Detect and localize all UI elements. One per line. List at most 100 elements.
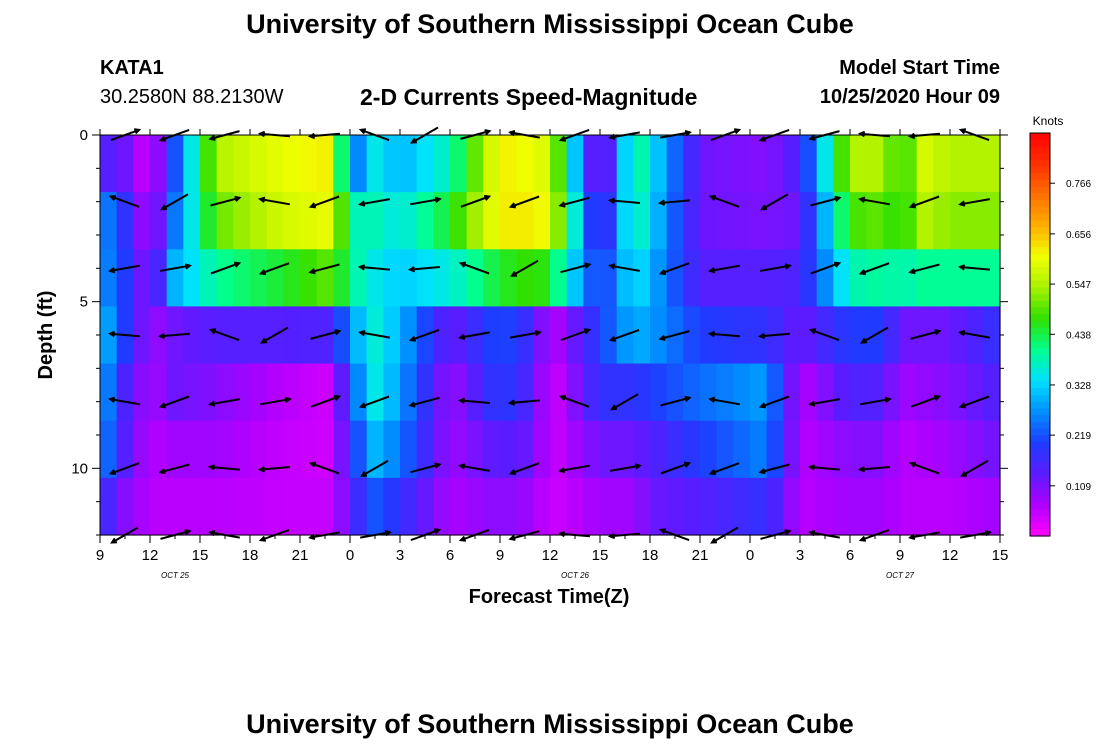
heatmap-cell bbox=[733, 477, 751, 536]
station-location: 30.2580N 88.2130W bbox=[100, 86, 284, 108]
heatmap-cell bbox=[116, 249, 134, 308]
current-vector-arrowhead bbox=[358, 402, 367, 409]
heatmap-cell bbox=[833, 192, 851, 250]
heatmap-cell bbox=[550, 363, 568, 422]
current-vector-arrow bbox=[761, 193, 789, 211]
current-vector-arrowhead bbox=[708, 396, 716, 403]
heatmap-cell bbox=[750, 306, 768, 365]
heatmap-cell bbox=[250, 192, 268, 250]
current-vector-arrow bbox=[210, 328, 240, 342]
current-vector-arrow bbox=[660, 396, 690, 407]
x-tick-label: 21 bbox=[292, 547, 309, 564]
heatmap-cell bbox=[383, 135, 401, 193]
heatmap-cell bbox=[850, 135, 868, 193]
heatmap-cell bbox=[550, 477, 568, 536]
colorbar-segment bbox=[1030, 515, 1050, 524]
colorbar-segment bbox=[1030, 421, 1050, 430]
heatmap-cell bbox=[583, 135, 601, 193]
heatmap-cell bbox=[150, 192, 168, 250]
current-vector-arrow bbox=[760, 463, 790, 474]
colorbar-segment bbox=[1030, 260, 1050, 268]
heatmap-cell bbox=[266, 477, 284, 536]
current-vector-arrowhead bbox=[757, 332, 766, 340]
heatmap-cell bbox=[266, 192, 284, 250]
colorbar-segment bbox=[1030, 374, 1050, 383]
current-vector-arrowhead bbox=[607, 197, 616, 204]
heatmap-cell bbox=[100, 420, 118, 479]
colorbar-segment bbox=[1030, 428, 1050, 436]
heatmap-cell bbox=[150, 249, 168, 308]
heatmap-cell bbox=[883, 306, 901, 365]
current-vector-arrow bbox=[660, 262, 690, 275]
heatmap-cell bbox=[650, 135, 668, 193]
current-vector-arrowhead bbox=[758, 402, 767, 409]
heatmap-cell bbox=[450, 135, 468, 193]
heatmap-cell bbox=[316, 363, 334, 422]
heatmap-cell bbox=[616, 477, 634, 536]
current-vector-arrowhead bbox=[808, 134, 816, 141]
heatmap-cell bbox=[133, 363, 151, 422]
current-vector-arrowhead bbox=[908, 268, 916, 275]
colorbar-tick-label: 0.438 bbox=[1066, 330, 1091, 341]
heatmap-cell bbox=[833, 306, 851, 365]
colorbar-segment bbox=[1030, 314, 1050, 322]
heatmap-cell bbox=[250, 249, 268, 308]
colorbar-segment bbox=[1030, 388, 1050, 396]
heatmap-cell bbox=[216, 249, 234, 308]
current-vector-arrowhead bbox=[433, 528, 442, 535]
current-vector-arrow bbox=[910, 330, 940, 340]
current-vector-arrowhead bbox=[184, 263, 192, 270]
heatmap-cell bbox=[883, 420, 901, 479]
current-vector-arrow bbox=[160, 332, 190, 338]
heatmap-cell bbox=[300, 192, 318, 250]
current-vector-arrowhead bbox=[708, 267, 716, 274]
heatmap-cell bbox=[233, 363, 251, 422]
colorbar-segment bbox=[1030, 347, 1050, 356]
heatmap-cell bbox=[183, 135, 201, 193]
current-vector-arrowhead bbox=[758, 135, 767, 142]
heatmap-cell bbox=[483, 192, 501, 250]
heatmap-cell bbox=[866, 249, 884, 308]
colorbar-segment bbox=[1030, 361, 1050, 369]
heatmap-cell bbox=[483, 306, 501, 365]
current-vector-arrow bbox=[710, 332, 740, 338]
heatmap-cell bbox=[916, 420, 934, 479]
heatmap-cell bbox=[733, 306, 751, 365]
current-vector-arrow bbox=[610, 328, 640, 342]
current-vector-arrowhead bbox=[207, 464, 216, 471]
heatmap-cell bbox=[466, 135, 484, 193]
heatmap-cells bbox=[100, 135, 1001, 536]
heatmap-cell bbox=[250, 477, 268, 536]
heatmap-cell bbox=[216, 192, 234, 250]
current-vector-arrowhead bbox=[108, 194, 117, 201]
heatmap-cell bbox=[466, 363, 484, 422]
current-vector-arrowhead bbox=[457, 397, 466, 404]
x-tick-label: 9 bbox=[896, 547, 904, 564]
heatmap-cell bbox=[400, 135, 418, 193]
heatmap-cell bbox=[333, 135, 351, 193]
colorbar-segment bbox=[1030, 227, 1050, 235]
current-vector-arrowhead bbox=[957, 264, 966, 271]
current-vector-arrowhead bbox=[658, 528, 667, 535]
heatmap-cell bbox=[983, 135, 1001, 193]
heatmap-cell bbox=[116, 363, 134, 422]
heatmap-cell bbox=[900, 420, 918, 479]
colorbar-segment bbox=[1030, 233, 1050, 242]
heatmap-cell bbox=[116, 477, 134, 536]
current-vector-arrow bbox=[360, 331, 390, 339]
heatmap-cell bbox=[216, 420, 234, 479]
current-vector-arrowhead bbox=[608, 335, 617, 342]
heatmap-cell bbox=[533, 477, 551, 536]
heatmap-cell bbox=[166, 192, 184, 250]
current-vector-arrow bbox=[810, 328, 840, 342]
heatmap-cell bbox=[233, 477, 251, 536]
heatmap-cell bbox=[983, 192, 1001, 250]
heatmap-cell bbox=[816, 477, 834, 536]
heatmap-cell bbox=[466, 249, 484, 308]
heatmap-cell bbox=[883, 135, 901, 193]
heatmap-cell bbox=[750, 420, 768, 479]
heatmap-cell bbox=[416, 192, 434, 250]
current-vector-arrowhead bbox=[784, 263, 792, 270]
current-vector-arrowhead bbox=[610, 404, 618, 411]
heatmap-cell bbox=[433, 192, 451, 250]
